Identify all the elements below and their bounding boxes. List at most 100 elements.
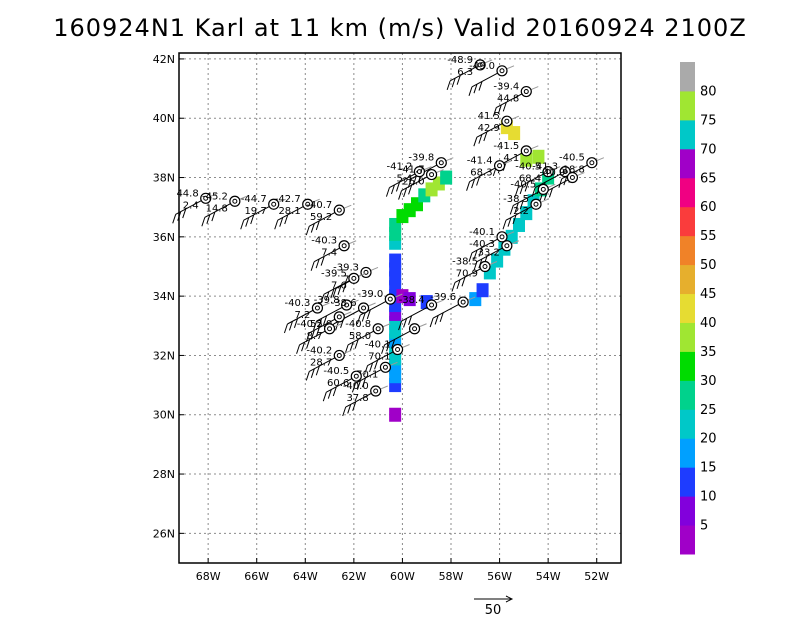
wind-barb: [327, 389, 332, 399]
wind-barb: [519, 184, 524, 195]
hurricane-symbol: [474, 59, 486, 71]
wind-barb: [514, 202, 519, 212]
wind-barb: [519, 200, 524, 210]
colorbar-label: 30: [700, 374, 717, 389]
wind-barb-staff: [469, 165, 500, 183]
wind-barb: [468, 252, 473, 262]
wind-barb: [349, 341, 354, 352]
hurricane-symbol: [340, 299, 353, 311]
hurricane-symbol: [501, 240, 513, 252]
hurricane-symbol-eye: [412, 326, 418, 332]
colorbar-label: 75: [700, 113, 717, 128]
wind-barb: [356, 314, 361, 325]
wind-barb: [250, 214, 255, 225]
temperature-label: -41.4: [467, 156, 493, 167]
wind-barb: [408, 315, 413, 325]
wind-barb: [172, 214, 177, 224]
wind-barb-staff: [561, 162, 593, 180]
observation: 70.1: [351, 361, 398, 393]
wind-barb: [306, 339, 311, 349]
wind-barb: [468, 86, 473, 96]
temperature-label: -48.9: [447, 55, 473, 66]
speed-label: 5.4: [397, 174, 413, 185]
wind-barb: [305, 371, 310, 381]
hurricane-symbol-eye: [533, 201, 539, 207]
observation: -40.37.2: [283, 298, 330, 334]
speed-label: 14.8: [206, 203, 228, 214]
wind-barb: [386, 341, 391, 352]
speed-label: 68.4: [519, 174, 541, 185]
wind-barb: [385, 187, 390, 197]
speed-label: 70.1: [368, 352, 390, 363]
colorbar-swatch: [680, 467, 695, 497]
wind-barb: [502, 102, 507, 112]
hurricane-symbol: [379, 361, 392, 373]
observation: 33.2: [473, 240, 520, 271]
wind-barb: [502, 220, 507, 230]
colorbar-label: 45: [700, 287, 717, 302]
colorbar-label: 70: [700, 142, 717, 157]
hurricane-symbol-eye: [305, 201, 311, 207]
y-axis: 26N 28N 30N 32N 34N 36N 38N 40N 42N: [153, 53, 184, 540]
wind-barb-staff: [476, 245, 508, 263]
y-tick-label: 26N: [153, 527, 175, 540]
observation: -49.0: [468, 61, 515, 96]
observation: -39.8: [313, 295, 359, 331]
hurricane-symbol: [357, 302, 370, 314]
colorbar-label: 25: [700, 403, 717, 418]
hurricane-symbol: [493, 160, 506, 172]
wind-barb: [296, 344, 301, 354]
observation: -40.9: [538, 168, 585, 203]
hurricane-symbol: [435, 157, 447, 169]
wind-barb: [354, 339, 359, 349]
shade-cell: [389, 407, 402, 422]
reference-arrow-head: [505, 595, 514, 603]
wind-barb: [439, 312, 444, 323]
temperature-label: -39.6: [430, 292, 456, 303]
wind-barb: [288, 321, 293, 331]
temperature-label: -41.3: [532, 162, 558, 173]
shade-cell: [520, 152, 533, 167]
hurricane-symbol-eye: [314, 305, 320, 311]
wind-barb-staff: [287, 307, 318, 325]
colorbar-label: 20: [700, 432, 717, 447]
temperature-label: -44.7: [241, 194, 267, 205]
temperature-label: -40.5: [323, 366, 349, 377]
colorbar-swatch: [680, 235, 695, 266]
observation: -39.6: [429, 292, 476, 328]
observation: -40.759.2: [305, 200, 352, 236]
hurricane-symbol-eye: [523, 89, 529, 95]
wind-speed-shading: [389, 120, 555, 422]
temperature-label: -40.1: [365, 340, 391, 351]
wind-barb: [548, 188, 553, 198]
hurricane-symbol: [333, 204, 345, 216]
hurricane-symbol: [425, 168, 438, 181]
shade-cell: [403, 292, 416, 307]
wind-barb: [342, 283, 347, 293]
temperature-label: -38.4: [399, 295, 425, 306]
speed-label: 70.1: [356, 369, 378, 380]
colorbar-swatch: [680, 62, 695, 92]
wind-barb-staff: [313, 245, 345, 263]
speed-label: 70.9: [456, 268, 478, 279]
temperature-label: -39.5: [321, 268, 347, 279]
temperature-label: -40.3: [285, 298, 311, 309]
x-axis: 68W 66W 64W 62W 60W 58W 56W 54W 52W: [196, 558, 609, 583]
hurricane-symbol-eye: [504, 118, 510, 124]
chart-title: 160924N1 Karl at 11 km (m/s) Valid 20160…: [53, 14, 747, 42]
temperature-label: -39.8: [408, 153, 434, 164]
observation: -40.28.7: [296, 319, 342, 354]
observation: -40.518.8: [558, 153, 605, 188]
wind-barb-staff: [389, 171, 420, 189]
wind-barb: [366, 309, 371, 320]
observation: -42.728.1: [274, 194, 320, 230]
wind-barb: [361, 312, 366, 322]
observation: -40.5: [509, 179, 556, 215]
wind-barb: [390, 184, 395, 195]
observation: -38.4: [398, 295, 444, 331]
wind-barb-staff: [505, 203, 537, 221]
wind-barb: [361, 377, 366, 388]
hurricane-symbol-eye: [569, 175, 575, 181]
observation: -38.52.2: [502, 194, 549, 230]
